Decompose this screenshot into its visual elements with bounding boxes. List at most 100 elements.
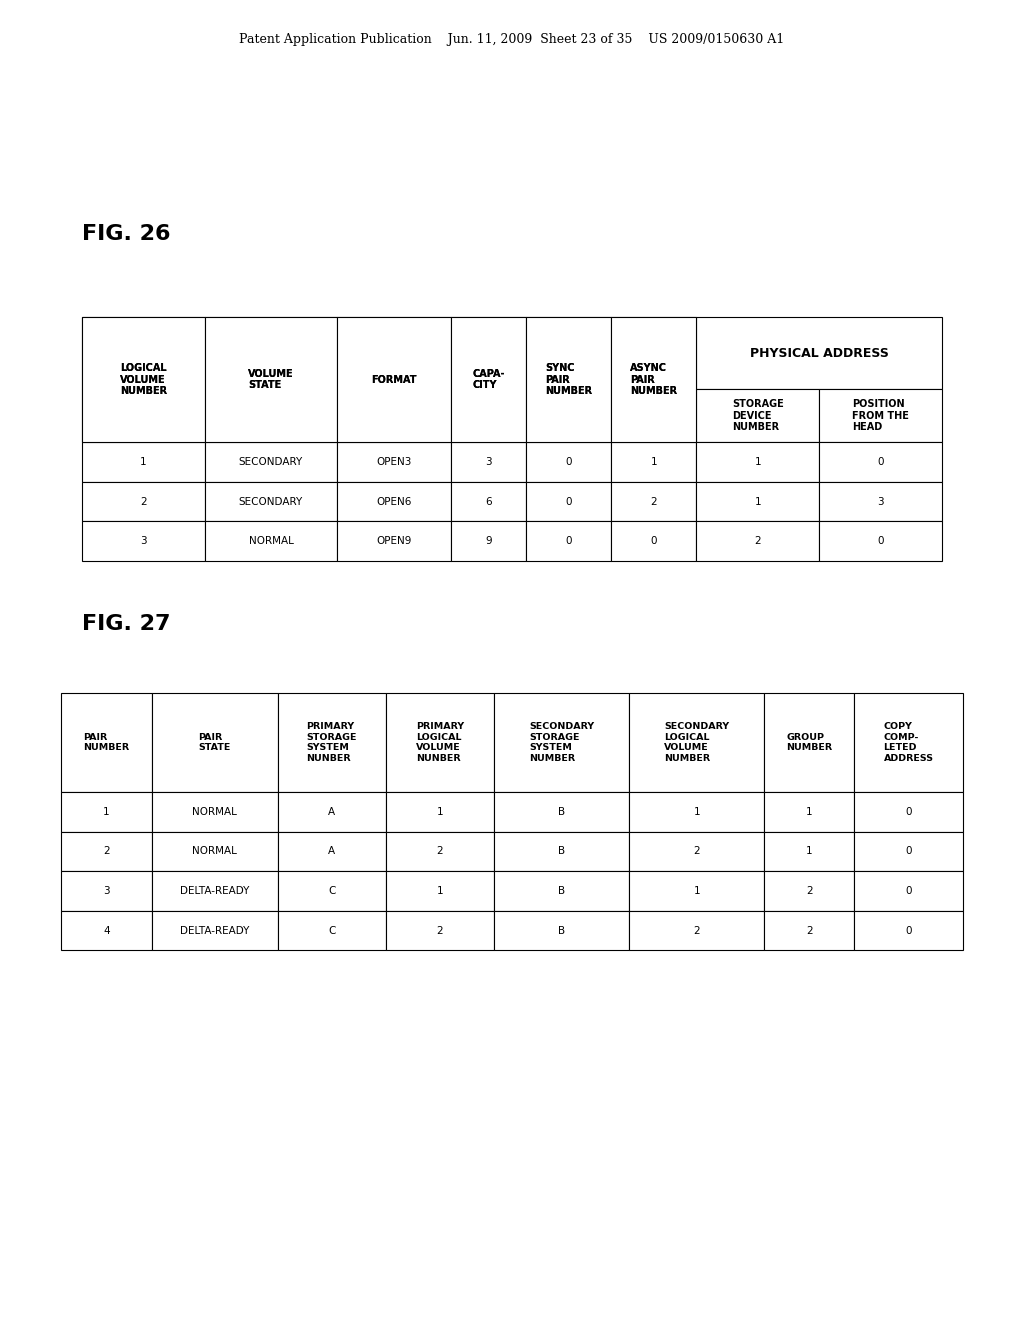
Bar — [611, 317, 696, 442]
Bar — [451, 389, 526, 442]
Text: B: B — [558, 846, 565, 857]
Bar — [386, 832, 494, 871]
Bar — [205, 442, 337, 482]
Bar — [854, 871, 963, 911]
Text: ASYNC
PAIR
NUMBER: ASYNC PAIR NUMBER — [630, 363, 677, 396]
Bar — [629, 792, 764, 832]
Text: OPEN3: OPEN3 — [376, 457, 412, 467]
Text: NORMAL: NORMAL — [193, 807, 238, 817]
Bar — [629, 832, 764, 871]
Bar — [764, 871, 854, 911]
Bar — [526, 389, 611, 442]
Bar — [526, 317, 611, 442]
Text: 1: 1 — [436, 886, 443, 896]
Bar — [152, 792, 278, 832]
Bar — [278, 911, 386, 950]
Bar — [61, 911, 152, 950]
Text: 0: 0 — [650, 536, 657, 546]
Bar — [152, 871, 278, 911]
Text: 1: 1 — [755, 496, 761, 507]
Bar — [337, 482, 451, 521]
Bar — [61, 871, 152, 911]
Text: 3: 3 — [878, 496, 884, 507]
Text: PHYSICAL ADDRESS: PHYSICAL ADDRESS — [750, 347, 889, 359]
Text: 1: 1 — [693, 886, 700, 896]
Bar — [611, 521, 696, 561]
Text: ASYNC
PAIR
NUMBER: ASYNC PAIR NUMBER — [630, 363, 677, 396]
Bar — [61, 832, 152, 871]
Text: 3: 3 — [140, 536, 146, 546]
Bar — [82, 442, 205, 482]
Bar — [337, 317, 451, 389]
Text: DELTA-READY: DELTA-READY — [180, 886, 249, 896]
Text: 0: 0 — [878, 457, 884, 467]
Bar — [278, 693, 386, 792]
Bar — [494, 832, 629, 871]
Bar — [764, 693, 854, 792]
Text: B: B — [558, 925, 565, 936]
Bar — [451, 442, 526, 482]
Text: C: C — [328, 925, 336, 936]
Bar — [152, 832, 278, 871]
Bar — [526, 317, 611, 389]
Text: VOLUME
STATE: VOLUME STATE — [248, 368, 294, 391]
Text: 1: 1 — [755, 457, 761, 467]
Text: A: A — [329, 807, 335, 817]
Text: 0: 0 — [905, 925, 911, 936]
Bar — [337, 317, 451, 442]
Bar — [696, 482, 819, 521]
Text: GROUP
NUMBER: GROUP NUMBER — [786, 733, 833, 752]
Text: 9: 9 — [485, 536, 492, 546]
Text: OPEN9: OPEN9 — [376, 536, 412, 546]
Bar — [386, 911, 494, 950]
Text: 2: 2 — [436, 846, 443, 857]
Text: 0: 0 — [905, 846, 911, 857]
Text: NORMAL: NORMAL — [193, 846, 238, 857]
Bar — [278, 792, 386, 832]
Text: CAPA-
CITY: CAPA- CITY — [472, 368, 505, 391]
Text: NORMAL: NORMAL — [249, 536, 294, 546]
Text: 6: 6 — [485, 496, 492, 507]
Text: SYNC
PAIR
NUMBER: SYNC PAIR NUMBER — [545, 363, 592, 396]
Text: SECONDARY: SECONDARY — [239, 457, 303, 467]
Bar — [205, 389, 337, 442]
Text: 1: 1 — [140, 457, 146, 467]
Bar — [337, 521, 451, 561]
Text: CAPA-
CITY: CAPA- CITY — [472, 368, 505, 391]
Text: 2: 2 — [693, 846, 700, 857]
Bar — [278, 832, 386, 871]
Bar — [696, 389, 819, 442]
Text: 1: 1 — [806, 807, 813, 817]
Text: FORMAT: FORMAT — [371, 375, 417, 384]
Text: STORAGE
DEVICE
NUMBER: STORAGE DEVICE NUMBER — [732, 399, 783, 433]
Text: VOLUME
STATE: VOLUME STATE — [248, 368, 294, 391]
Bar — [82, 482, 205, 521]
Text: COPY
COMP-
LETED
ADDRESS: COPY COMP- LETED ADDRESS — [884, 722, 934, 763]
Text: 2: 2 — [436, 925, 443, 936]
Text: 2: 2 — [755, 536, 761, 546]
Text: 2: 2 — [806, 886, 813, 896]
Bar — [611, 389, 696, 442]
Text: 3: 3 — [103, 886, 110, 896]
Text: Patent Application Publication    Jun. 11, 2009  Sheet 23 of 35    US 2009/01506: Patent Application Publication Jun. 11, … — [240, 33, 784, 46]
Bar — [82, 389, 205, 442]
Bar — [82, 521, 205, 561]
Text: FORMAT: FORMAT — [371, 375, 417, 384]
Text: 2: 2 — [693, 925, 700, 936]
Text: PRIMARY
STORAGE
SYSTEM
NUNBER: PRIMARY STORAGE SYSTEM NUNBER — [306, 722, 357, 763]
Text: FIG. 26: FIG. 26 — [82, 224, 170, 244]
Bar — [205, 317, 337, 442]
Bar — [494, 871, 629, 911]
Text: SECONDARY: SECONDARY — [239, 496, 303, 507]
Bar — [629, 871, 764, 911]
Text: PRIMARY
LOGICAL
VOLUME
NUNBER: PRIMARY LOGICAL VOLUME NUNBER — [416, 722, 464, 763]
Bar — [764, 792, 854, 832]
Bar — [82, 317, 205, 389]
Bar — [526, 482, 611, 521]
Text: DELTA-READY: DELTA-READY — [180, 925, 249, 936]
Text: 0: 0 — [565, 496, 572, 507]
Text: 2: 2 — [650, 496, 657, 507]
Bar — [819, 482, 942, 521]
Text: POSITION
FROM THE
HEAD: POSITION FROM THE HEAD — [852, 399, 909, 433]
Bar — [854, 792, 963, 832]
